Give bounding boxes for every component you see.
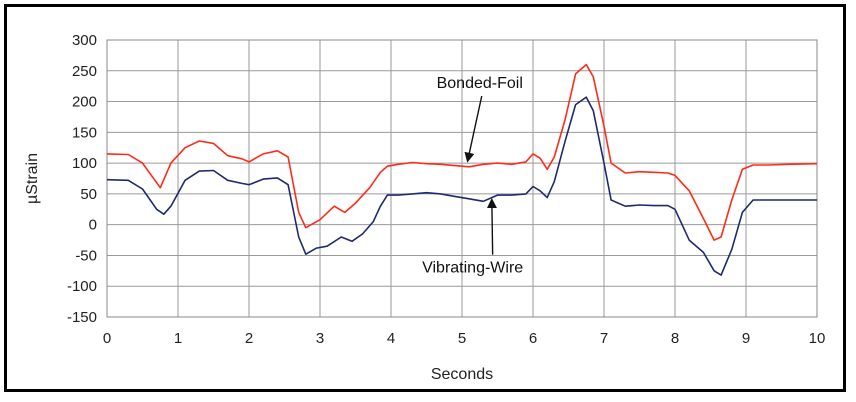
x-tick-label: 2 [245,330,253,347]
series-lines [106,63,818,276]
x-tick-label: 1 [174,330,182,347]
x-tick-label: 9 [742,330,750,347]
x-tick-label: 3 [316,330,324,347]
y-tick-label: 150 [72,124,97,141]
x-tick-label: 8 [671,330,679,347]
x-tick-label: 4 [387,330,395,347]
chart-frame: 300 250 200 150 100 50 0 -50 -100 -150 0 1 2 3 4 5 6 7 8 9 1… [4,4,846,392]
y-tick-label: -150 [67,309,97,326]
y-tick-label: 50 [80,186,97,203]
x-axis-title: Seconds [431,366,493,383]
annotation-arrow [464,95,483,163]
annotation-label: Vibrating-Wire [422,260,523,277]
x-tick-label: 5 [458,330,466,347]
y-tick-label: 300 [72,32,97,49]
x-tick-label: 0 [103,330,111,347]
x-tick-label: 10 [809,330,826,347]
axes: 300 250 200 150 100 50 0 -50 -100 -150 0 1 2 3 4 5 6 7 8 9 1… [67,32,825,347]
line-chart: 300 250 200 150 100 50 0 -50 -100 -150 0 1 2 3 4 5 6 7 8 9 1… [24,32,825,383]
series-line-vibrating-wire [106,96,817,276]
annotation-label: Bonded-Foil [437,75,523,92]
x-tick-label: 6 [529,330,537,347]
annotations: Bonded-Foil Vibrating-Wire [422,75,523,277]
y-tick-label: -100 [67,278,97,295]
plot-area-border [106,39,818,318]
y-tick-label: 200 [72,94,97,111]
y-axis-title: µStrain [24,153,41,204]
series-line-bonded-foil [106,63,818,241]
y-tick-label: 250 [72,63,97,80]
y-tick-label: 100 [72,155,97,172]
y-tick-label: 0 [89,217,97,234]
x-tick-label: 7 [600,330,608,347]
annotation-arrow [486,198,497,255]
gridlines [106,39,818,318]
y-tick-label: -50 [75,247,97,264]
